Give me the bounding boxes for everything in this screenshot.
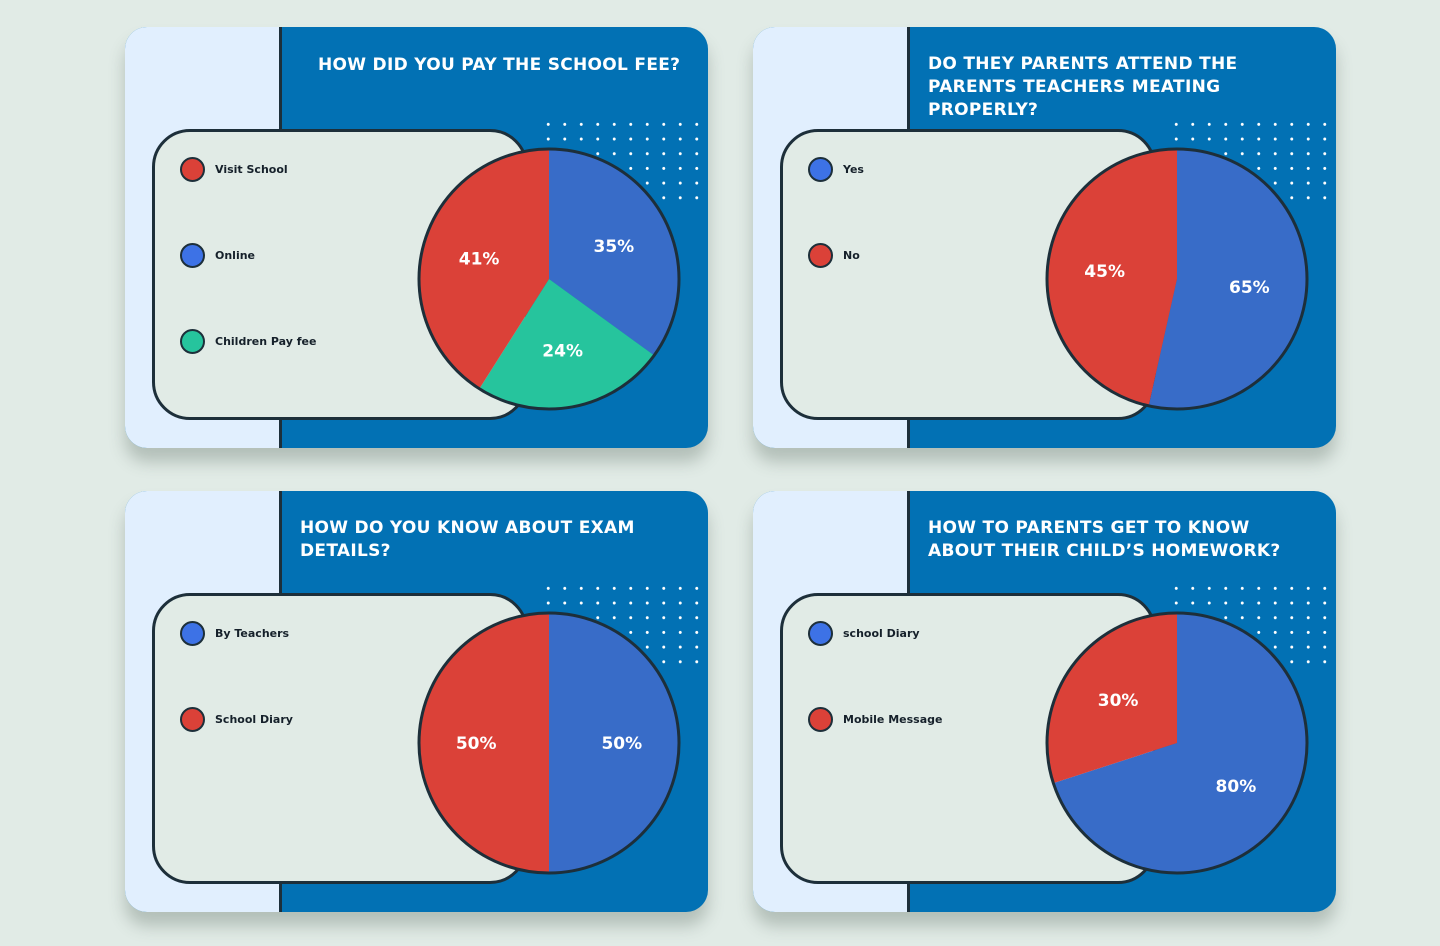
legend-swatch xyxy=(180,156,205,182)
chart-card-homework: HOW TO PARENTS GET TO KNOW ABOUT THEIR C… xyxy=(753,491,1336,912)
pie-outline xyxy=(417,147,681,411)
pie-slice xyxy=(419,613,549,873)
chart-card-school-fee: HOW DID YOU PAY THE SCHOOL FEE? Visit Sc… xyxy=(125,27,708,448)
pie-slice xyxy=(549,149,679,356)
chart-card-ptm-attendance: DO THEY PARENTS ATTEND THE PARENTS TEACH… xyxy=(753,27,1336,448)
pie-slice-label: 80% xyxy=(1216,777,1257,797)
pie-slice-label: 35% xyxy=(594,237,635,257)
legend-swatch xyxy=(180,706,205,732)
pie-outline xyxy=(1045,611,1309,875)
chart-title: HOW DO YOU KNOW ABOUT EXAM DETAILS? xyxy=(300,518,635,561)
pie-chart: 80% 30% xyxy=(1045,611,1309,875)
pie-slice xyxy=(1047,149,1177,406)
legend-swatch xyxy=(808,242,833,268)
legend-item: Online xyxy=(180,242,255,268)
pie-chart: 35% 24% 41% xyxy=(417,147,681,411)
pie-slice-label: 50% xyxy=(601,734,642,754)
legend-label: By Teachers xyxy=(215,626,290,640)
chart-title: HOW DID YOU PAY THE SCHOOL FEE? xyxy=(318,55,681,75)
chart-title: DO THEY PARENTS ATTEND THE PARENTS TEACH… xyxy=(928,54,1238,120)
legend-item: No xyxy=(808,242,860,268)
pie-slice-label: 65% xyxy=(1229,278,1270,298)
pie-slice xyxy=(479,279,655,409)
legend-label: School Diary xyxy=(215,712,293,726)
pie-outline xyxy=(417,611,681,875)
pie-slice xyxy=(1047,613,1177,784)
pie-slice-label: 30% xyxy=(1098,691,1139,711)
chart-title: HOW TO PARENTS GET TO KNOW ABOUT THEIR C… xyxy=(928,518,1281,561)
pie-slice xyxy=(549,613,679,873)
pie-chart: 50% 50% xyxy=(417,611,681,875)
legend-label: Children Pay fee xyxy=(215,334,317,348)
legend-swatch xyxy=(180,620,205,646)
legend-swatch xyxy=(180,242,205,268)
pie-outline xyxy=(1045,147,1309,411)
legend-item: Children Pay fee xyxy=(180,328,316,354)
legend-label: school Diary xyxy=(843,626,920,640)
legend-item: school Diary xyxy=(808,620,920,646)
pie-slice-label: 24% xyxy=(542,342,583,362)
pie-slice xyxy=(1053,613,1307,873)
legend-swatch xyxy=(808,156,833,182)
legend-swatch xyxy=(808,620,833,646)
legend-label: Yes xyxy=(843,162,864,176)
legend-label: Visit School xyxy=(215,162,288,176)
legend-label: No xyxy=(843,248,860,262)
chart-card-exam-details: HOW DO YOU KNOW ABOUT EXAM DETAILS? By T… xyxy=(125,491,708,912)
legend-item: Visit School xyxy=(180,156,288,182)
pie-slice-label: 50% xyxy=(456,734,497,754)
legend-item: By Teachers xyxy=(180,620,289,646)
legend-label: Mobile Message xyxy=(843,712,943,726)
pie-chart: 65% 45% xyxy=(1045,147,1309,411)
legend-item: Mobile Message xyxy=(808,706,942,732)
legend-item: Yes xyxy=(808,156,864,182)
legend-swatch xyxy=(808,706,833,732)
legend-swatch xyxy=(180,328,205,354)
pie-slice-label: 45% xyxy=(1084,262,1125,282)
pie-slice xyxy=(1148,149,1307,409)
legend-label: Online xyxy=(215,248,256,262)
pie-slice-label: 41% xyxy=(459,250,500,270)
pie-slice xyxy=(419,149,549,389)
legend-item: School Diary xyxy=(180,706,293,732)
